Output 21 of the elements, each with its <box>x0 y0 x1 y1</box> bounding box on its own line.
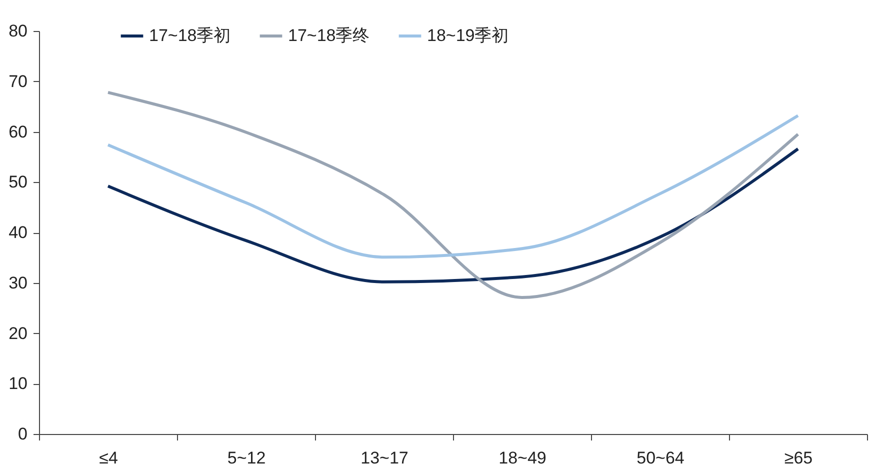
x-tick-label: ≤4 <box>99 448 118 468</box>
legend-label: 18~19季初 <box>427 26 509 45</box>
line-series <box>106 147 800 284</box>
line-series <box>106 90 800 299</box>
x-tick-label: ≥65 <box>784 448 813 468</box>
y-tick-label: 80 <box>8 22 28 40</box>
legend-label: 17~18季初 <box>149 26 231 45</box>
y-tick-label: 20 <box>8 324 28 343</box>
legend-label: 17~18季终 <box>288 26 370 45</box>
y-tick-label: 40 <box>8 223 28 242</box>
x-tick-label: 5~12 <box>227 448 266 468</box>
x-tick-label: 13~17 <box>360 448 408 468</box>
y-tick-label: 30 <box>8 273 28 292</box>
y-tick-label: 10 <box>8 374 28 394</box>
y-tick-label: 60 <box>8 122 28 142</box>
y-tick-label: 70 <box>8 72 28 91</box>
y-tick-label: 50 <box>8 172 28 192</box>
x-tick-label: 50~64 <box>636 448 684 468</box>
y-tick-label: 0 <box>18 424 28 444</box>
line-series <box>106 114 800 259</box>
x-tick-label: 18~49 <box>498 448 546 468</box>
